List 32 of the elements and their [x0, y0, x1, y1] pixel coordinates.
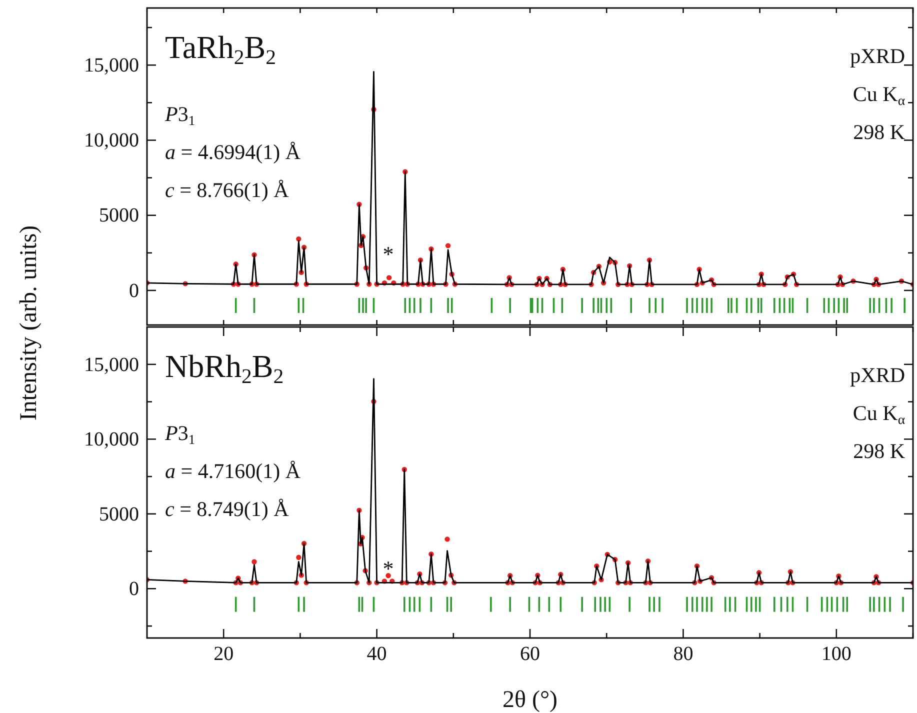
annotation: pXRD: [850, 44, 905, 68]
annotation: *: [382, 556, 394, 581]
annotation: a = 4.6994(1) Å: [165, 140, 302, 164]
annotation: c = 8.749(1) Å: [165, 497, 290, 521]
y-axis-title: Intensity (arb. units): [16, 225, 42, 421]
y-tick-label: 5000: [99, 503, 139, 526]
x-tick-label: 40: [366, 643, 387, 666]
annotation: Cu K$_{α}$: [852, 82, 905, 108]
x-axis-title: 2θ (°): [502, 687, 558, 713]
x-tick-label: 60: [520, 643, 540, 666]
x-tick-label: 80: [673, 643, 694, 666]
annotation: c = 8.766(1) Å: [165, 178, 290, 202]
annotation: P3$_{1}$: [164, 421, 196, 448]
y-tick-label: 15,000: [84, 354, 139, 376]
y-tick-label: 10,000: [84, 130, 139, 152]
annotation: a = 4.7160(1) Å: [165, 459, 302, 483]
y-tick-label: 5000: [99, 204, 139, 227]
x-tick-label: 20: [214, 643, 234, 666]
y-tick-label: 0: [129, 578, 139, 600]
annotation: *: [382, 242, 394, 267]
annotation: TaRh$_{2}$B$_{2}$: [165, 29, 276, 70]
annotation: Cu K$_{α}$: [852, 401, 905, 428]
annotation: pXRD: [850, 363, 905, 387]
y-tick-label: 15,000: [84, 54, 139, 76]
x-tick-label: 100: [821, 643, 852, 666]
annotation: 298 K: [853, 439, 905, 463]
annotation: NbRh$_{2}$B$_{2}$: [165, 348, 284, 388]
annotation: 298 K: [853, 120, 905, 144]
y-tick-label: 0: [129, 280, 139, 302]
line-series: [147, 71, 913, 286]
y-tick-label: 10,000: [84, 428, 139, 451]
annotation: P3$_{1}$: [164, 102, 196, 128]
